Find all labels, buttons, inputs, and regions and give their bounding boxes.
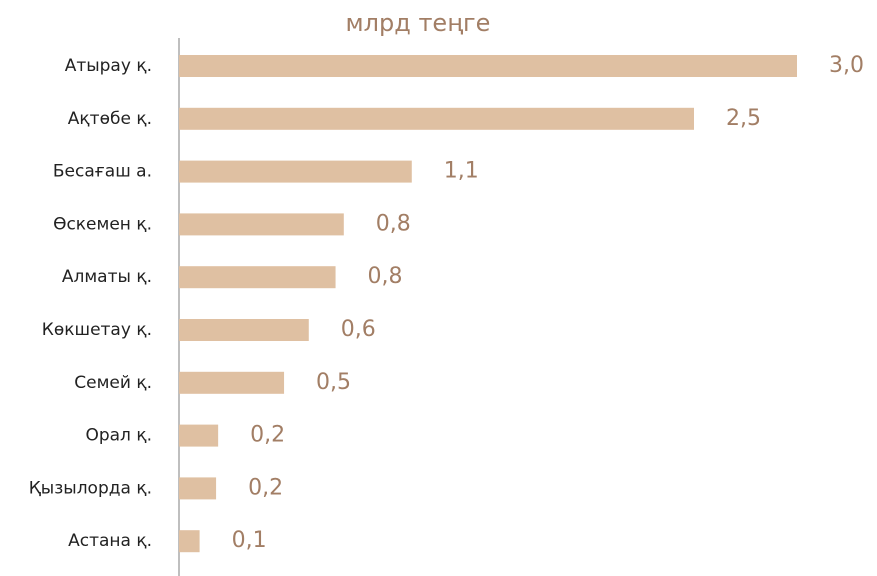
value-label: 0,2 xyxy=(248,475,283,500)
chart-title: млрд теңге xyxy=(346,9,491,37)
value-label: 0,5 xyxy=(316,370,351,395)
value-label: 0,6 xyxy=(341,317,376,342)
bar xyxy=(179,319,309,341)
bar xyxy=(179,266,336,289)
category-label: Астана қ. xyxy=(68,531,152,551)
category-label: Ақтөбе қ. xyxy=(68,109,152,129)
value-label: 1,1 xyxy=(444,159,479,184)
bar xyxy=(179,55,797,77)
bar xyxy=(179,107,694,130)
bar xyxy=(179,530,200,553)
category-label: Көкшетау қ. xyxy=(42,320,152,340)
category-label: Алматы қ. xyxy=(62,267,152,287)
category-label: Семей қ. xyxy=(74,373,152,393)
category-label: Өскемен қ. xyxy=(53,214,152,234)
value-label: 0,8 xyxy=(368,264,403,289)
bar xyxy=(179,424,219,447)
category-label: Орал қ. xyxy=(85,426,152,446)
value-label: 0,2 xyxy=(250,423,285,448)
value-label: 0,1 xyxy=(232,528,267,553)
category-label: Қызылорда қ. xyxy=(29,478,152,498)
value-label: 3,0 xyxy=(829,53,864,78)
bar xyxy=(179,160,412,183)
bar xyxy=(179,477,217,500)
value-label: 2,5 xyxy=(726,106,761,131)
category-label: Атырау қ. xyxy=(65,56,152,76)
bar xyxy=(179,371,285,394)
bar xyxy=(179,213,344,236)
category-label: Бесағаш а. xyxy=(53,162,152,182)
value-label: 0,8 xyxy=(376,211,411,236)
